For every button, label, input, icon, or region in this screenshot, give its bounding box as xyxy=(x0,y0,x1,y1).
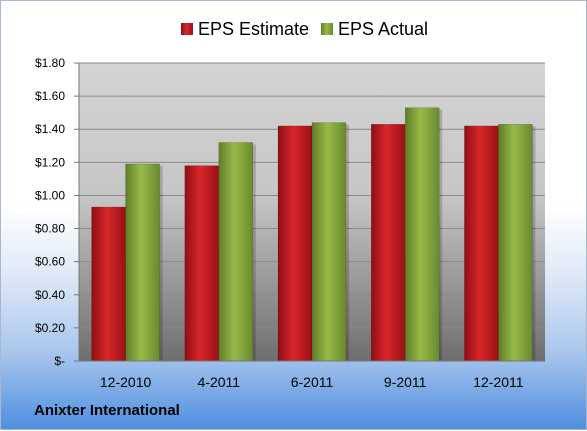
actual-bar xyxy=(311,122,347,362)
y-axis-ticks: $- $0.20 $0.40 $0.60 $0.80 $1.00 $1.20 $1.40 $1.… xyxy=(35,56,80,368)
estimate-bar xyxy=(370,124,406,362)
estimate-bar xyxy=(464,125,499,362)
x-tick-label: 4-2011 xyxy=(198,374,241,390)
bars xyxy=(91,107,536,362)
actual-bar xyxy=(125,163,160,362)
actual-bar xyxy=(218,142,254,362)
x-tick-label: 12-2010 xyxy=(100,374,152,390)
y-tick-label: $- xyxy=(54,354,65,368)
y-tick-label: $1.80 xyxy=(35,56,65,70)
actual-bar xyxy=(498,124,533,362)
y-tick-label: $1.60 xyxy=(35,89,65,103)
actual-bar xyxy=(404,107,440,362)
x-tick-label: 12-2011 xyxy=(473,374,524,390)
y-tick-label: $1.40 xyxy=(35,122,65,136)
y-tick-label: $0.40 xyxy=(35,288,65,302)
legend-swatch-estimate xyxy=(181,23,193,35)
legend-swatch-actual xyxy=(321,23,333,35)
legend-label-actual: EPS Actual xyxy=(338,19,428,39)
company-name: Anixter International xyxy=(34,402,180,419)
x-tick-label: 6-2011 xyxy=(291,374,334,390)
estimate-bar xyxy=(184,165,220,362)
estimate-bar xyxy=(277,125,313,362)
x-axis-ticks: 12-2010 4-2011 6-2011 9-2011 12-2011 xyxy=(79,360,545,390)
legend: EPS Estimate EPS Actual xyxy=(181,19,428,39)
legend-label-estimate: EPS Estimate xyxy=(198,19,309,39)
estimate-bar xyxy=(91,206,126,362)
y-tick-label: $1.20 xyxy=(35,155,65,169)
y-tick-label: $1.00 xyxy=(35,188,65,202)
x-tick-label: 9-2011 xyxy=(384,374,427,390)
y-tick-label: $0.20 xyxy=(35,321,65,335)
y-tick-label: $0.60 xyxy=(35,255,65,269)
y-tick-label: $0.80 xyxy=(35,222,65,236)
